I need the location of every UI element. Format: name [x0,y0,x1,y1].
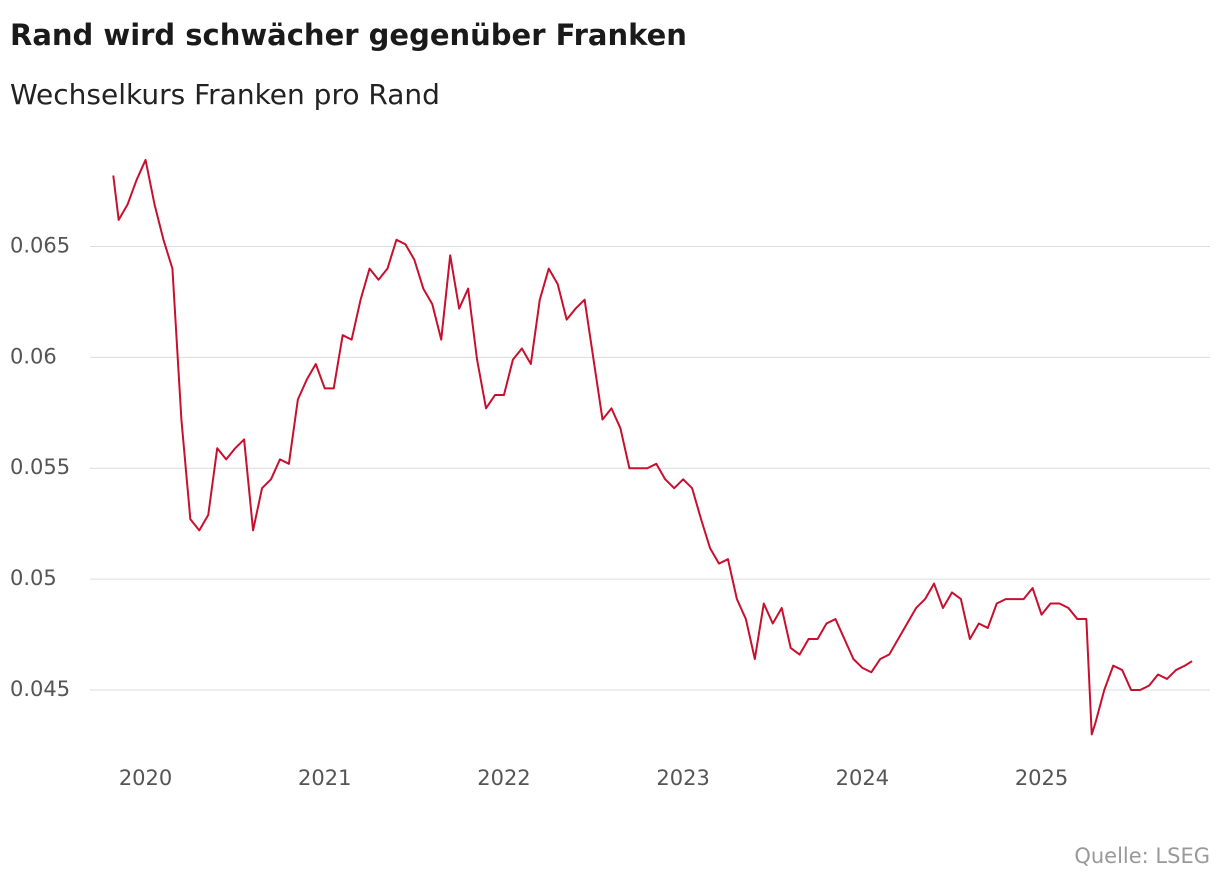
y-tick-label: 0.065 [10,233,70,257]
source-note: Quelle: LSEG [1074,844,1210,868]
x-tick-label: 2025 [1015,766,1068,790]
y-tick-label: 0.055 [10,455,70,479]
y-tick-label: 0.045 [10,677,70,701]
x-tick-label: 2023 [656,766,709,790]
chart-subtitle: Wechselkurs Franken pro Rand [10,78,440,111]
chart-title: Rand wird schwächer gegenüber Franken [10,18,687,52]
y-tick-label: 0.05 [10,566,57,590]
x-tick-label: 2020 [119,766,172,790]
data-line [112,158,1193,736]
x-tick-label: 2022 [477,766,530,790]
y-tick-label: 0.06 [10,344,57,368]
x-tick-label: 2024 [836,766,889,790]
x-tick-label: 2021 [298,766,351,790]
